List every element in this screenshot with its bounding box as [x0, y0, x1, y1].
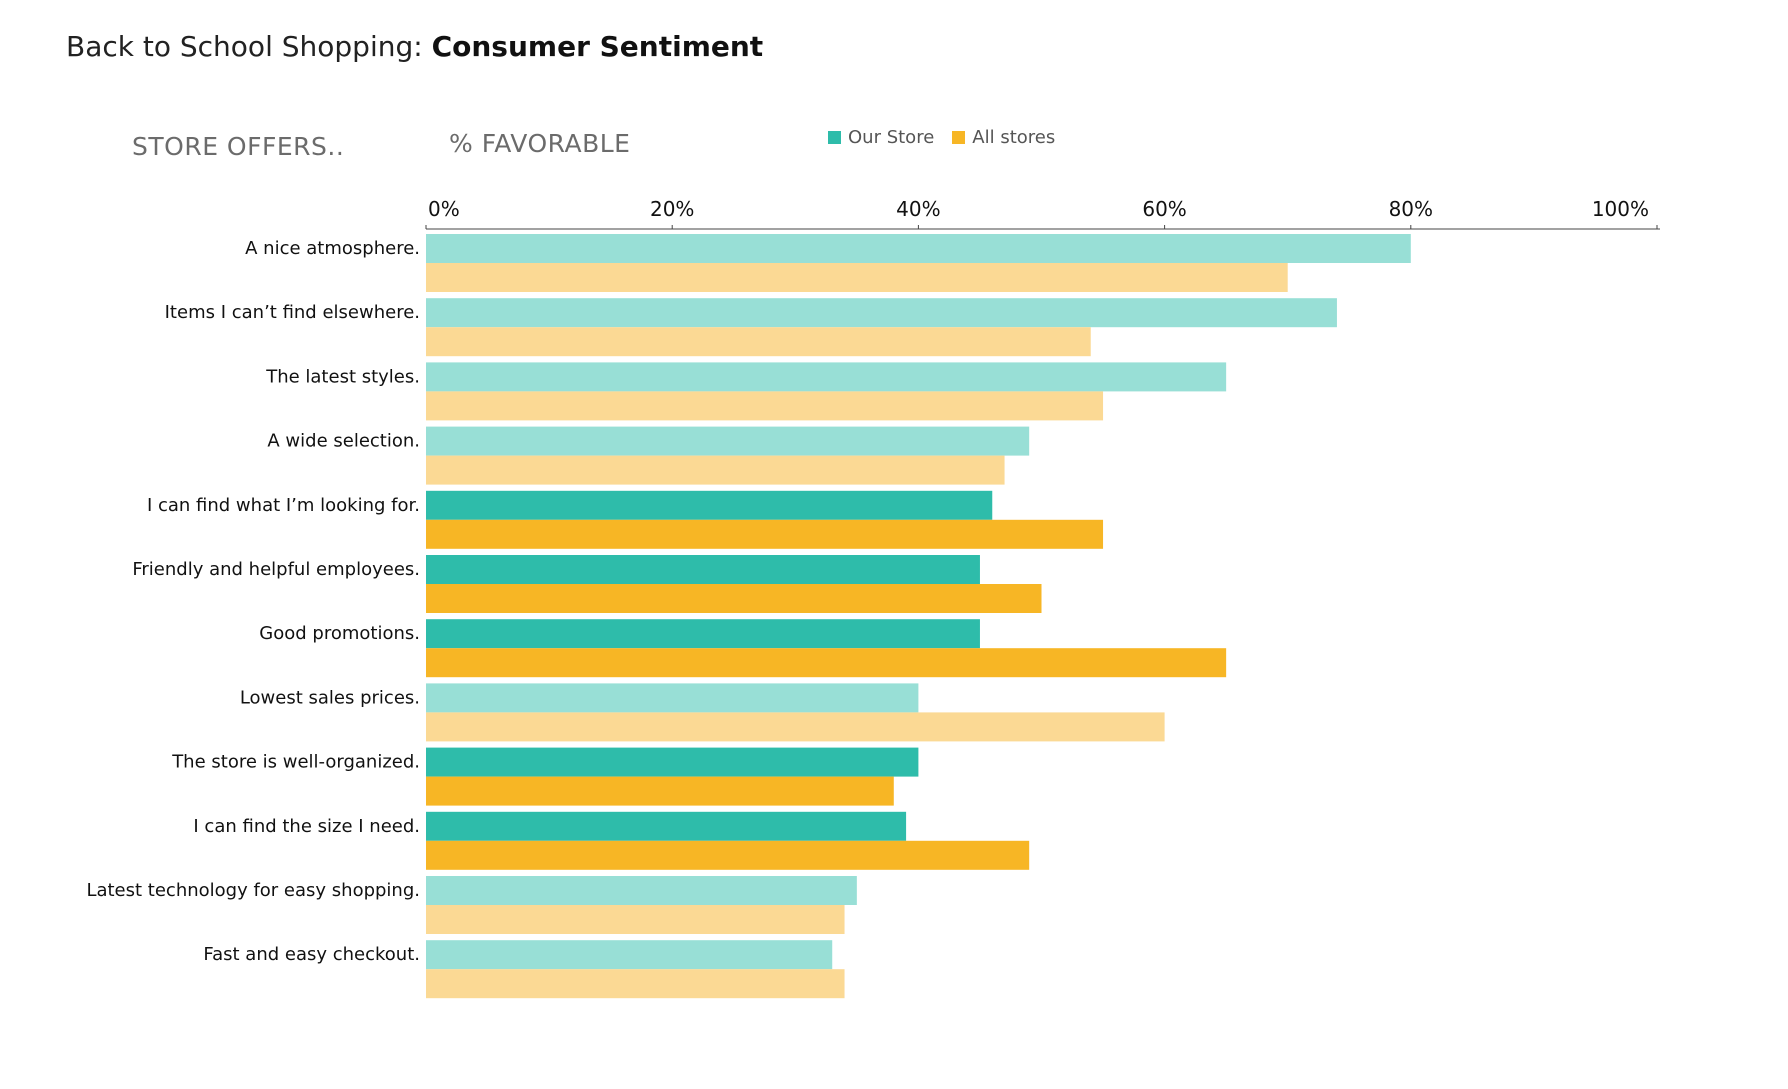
- legend-item-all-stores[interactable]: All stores: [952, 127, 1055, 148]
- x-tick-label: 100%: [1592, 197, 1649, 221]
- bar-our-store[interactable]: [426, 234, 1411, 263]
- bar-our-store[interactable]: [426, 747, 919, 777]
- bar-our-store[interactable]: [426, 426, 1030, 456]
- chart-title-prefix: Back to School Shopping:: [66, 30, 432, 63]
- legend: Our Store All stores: [828, 127, 1055, 148]
- row-header: STORE OFFERS..: [132, 132, 345, 161]
- chart-title: Back to School Shopping: Consumer Sentim…: [66, 30, 763, 63]
- x-tick-label: 0%: [428, 197, 460, 221]
- category-label: Friendly and helpful employees.: [132, 559, 420, 580]
- bar-all-stores[interactable]: [426, 327, 1091, 357]
- legend-label-our-store: Our Store: [848, 127, 935, 148]
- bar-all-stores[interactable]: [426, 455, 1005, 485]
- category-label: Lowest sales prices.: [240, 687, 420, 708]
- category-label: I can find what I’m looking for.: [147, 495, 420, 516]
- category-label: Good promotions.: [259, 623, 420, 644]
- legend-item-our-store[interactable]: Our Store: [828, 127, 934, 148]
- legend-label-all-stores: All stores: [972, 127, 1056, 148]
- bar-our-store[interactable]: [426, 940, 833, 970]
- chart-title-main: Consumer Sentiment: [431, 30, 764, 63]
- bar-our-store[interactable]: [426, 811, 907, 841]
- category-label: The store is well-organized.: [171, 752, 420, 773]
- category-label: Items I can’t find elsewhere.: [165, 302, 420, 323]
- x-tick-label: 80%: [1389, 197, 1433, 221]
- bar-all-stores[interactable]: [426, 584, 1042, 613]
- bar-all-stores[interactable]: [426, 776, 894, 806]
- bar-all-stores[interactable]: [426, 712, 1165, 742]
- category-label: Fast and easy checkout.: [203, 944, 420, 965]
- bar-our-store[interactable]: [426, 490, 993, 520]
- bar-all-stores[interactable]: [426, 969, 845, 999]
- x-tick-label: 40%: [896, 197, 940, 221]
- bar-all-stores[interactable]: [426, 391, 1104, 421]
- category-label: A wide selection.: [267, 431, 420, 452]
- bar-our-store[interactable]: [426, 619, 980, 649]
- bar-our-store[interactable]: [426, 298, 1337, 328]
- value-header: % FAVORABLE: [449, 129, 631, 158]
- bar-our-store[interactable]: [426, 683, 919, 713]
- x-tick-label: 60%: [1142, 197, 1186, 221]
- bar-our-store[interactable]: [426, 876, 857, 905]
- bar-all-stores[interactable]: [426, 648, 1227, 678]
- category-label: Latest technology for easy shopping.: [86, 880, 420, 901]
- bar-all-stores[interactable]: [426, 840, 1030, 870]
- bar-our-store[interactable]: [426, 362, 1227, 392]
- legend-swatch-all-stores: [952, 131, 966, 144]
- legend-swatch-our-store: [828, 131, 841, 144]
- bar-our-store[interactable]: [426, 555, 980, 584]
- category-label: I can find the size I need.: [193, 816, 420, 837]
- category-label: The latest styles.: [265, 366, 420, 387]
- bar-all-stores[interactable]: [426, 519, 1104, 549]
- bar-all-stores[interactable]: [426, 905, 845, 934]
- x-tick-label: 20%: [650, 197, 694, 221]
- bar-all-stores[interactable]: [426, 263, 1288, 292]
- category-label: A nice atmosphere.: [245, 238, 420, 259]
